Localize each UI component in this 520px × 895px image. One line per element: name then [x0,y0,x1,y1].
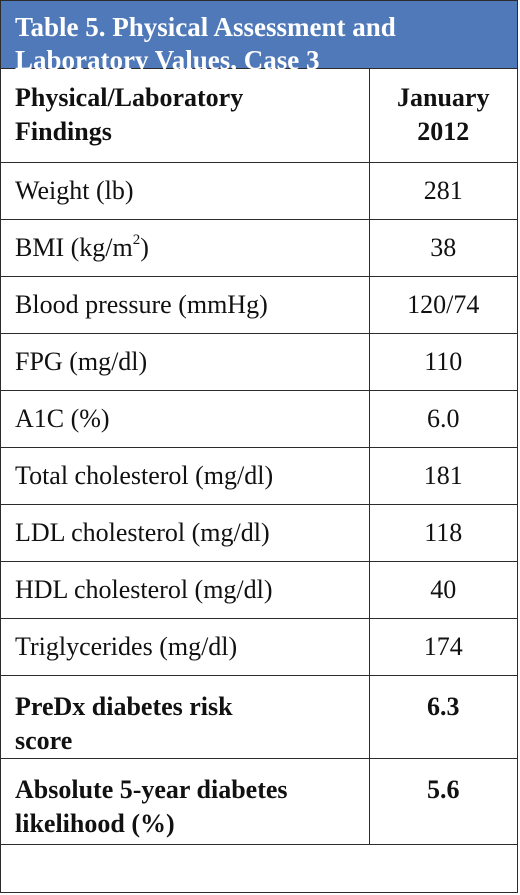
header-date-line-2: 2012 [417,117,470,147]
row-label-weight: Weight (lb) [1,161,370,220]
likelihood-label-line-2: likelihood (%) [15,808,175,838]
table-row: LDL cholesterol (mg/dl) 118 [1,503,517,562]
header-row: Physical/Laboratory Findings January 201… [1,69,517,163]
header-date-line-1: January [397,83,490,113]
row-value-weight: 281 [368,161,517,220]
table-title-line-2: Laboratory Values, Case 3 [15,45,320,75]
table-row: PreDx diabetes risk score 6.3 [1,674,517,759]
row-label-hdl-cholesterol: HDL cholesterol (mg/dl) [1,560,370,619]
row-value-hdl-cholesterol: 40 [368,560,517,619]
row-label-ldl-cholesterol: LDL cholesterol (mg/dl) [1,503,370,562]
likelihood-label-line-1: Absolute 5-year diabetes [15,774,288,804]
predx-label-line-2: score [15,725,73,755]
row-value-absolute-likelihood: 5.6 [368,757,517,845]
table-row: BMI (kg/m2) 38 [1,218,517,277]
row-label-fpg: FPG (mg/dl) [1,332,370,391]
table-row: Weight (lb) 281 [1,161,517,220]
row-label-triglycerides: Triglycerides (mg/dl) [1,617,370,676]
row-label-predx-score: PreDx diabetes risk score [1,674,370,759]
row-value-bmi: 38 [368,218,517,277]
row-value-total-cholesterol: 181 [368,446,517,505]
table-row: Triglycerides (mg/dl) 174 [1,617,517,676]
bmi-label-suffix: ) [140,232,149,262]
row-value-blood-pressure: 120/74 [368,275,517,334]
row-value-a1c: 6.0 [368,389,517,448]
bmi-label-superscript: 2 [132,231,141,248]
table-row: HDL cholesterol (mg/dl) 40 [1,560,517,619]
table-row: FPG (mg/dl) 110 [1,332,517,391]
row-value-ldl-cholesterol: 118 [368,503,517,562]
table-row: Total cholesterol (mg/dl) 181 [1,446,517,505]
table-row: A1C (%) 6.0 [1,389,517,448]
row-label-absolute-likelihood: Absolute 5-year diabetes likelihood (%) [1,757,370,845]
header-findings-line-2: Findings [15,117,112,147]
predx-label-line-1: PreDx diabetes risk [15,691,233,721]
row-value-triglycerides: 174 [368,617,517,676]
row-label-a1c: A1C (%) [1,389,370,448]
row-label-bmi: BMI (kg/m2) [1,218,370,277]
row-label-total-cholesterol: Total cholesterol (mg/dl) [1,446,370,505]
row-value-predx-score: 6.3 [368,674,517,759]
table-row: Absolute 5-year diabetes likelihood (%) … [1,757,517,845]
row-value-fpg: 110 [368,332,517,391]
table-row: Blood pressure (mmHg) 120/74 [1,275,517,334]
header-findings-line-1: Physical/Laboratory [15,83,244,113]
header-date: January 2012 [368,69,517,163]
table-title: Table 5. Physical Assessment and Laborat… [1,1,517,75]
table-title-line-1: Table 5. Physical Assessment and [15,12,396,42]
row-label-blood-pressure: Blood pressure (mmHg) [1,275,370,334]
data-table: Physical/Laboratory Findings January 201… [1,69,517,845]
header-findings: Physical/Laboratory Findings [1,69,370,163]
bmi-label-prefix: BMI (kg/m [15,232,133,262]
